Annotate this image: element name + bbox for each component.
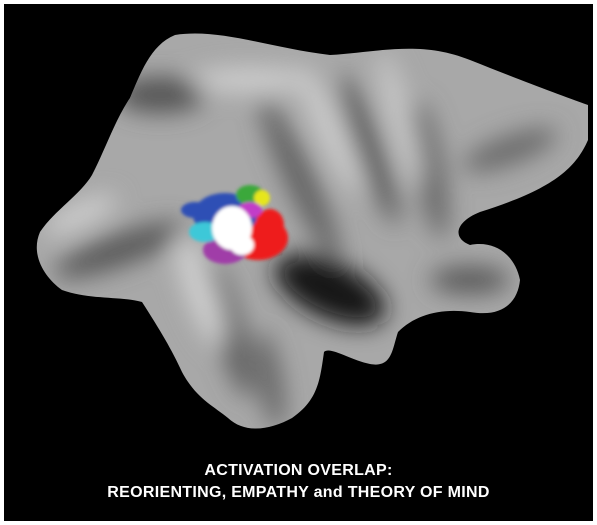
figure: ACTIVATION OVERLAP: REORIENTING, EMPATHY… bbox=[4, 4, 593, 521]
caption-line: REORIENTING, EMPATHY and THEORY OF MIND bbox=[4, 484, 593, 502]
caption-line: ACTIVATION OVERLAP: bbox=[4, 462, 593, 480]
surface bbox=[4, 4, 593, 521]
cortex-surface bbox=[4, 4, 593, 521]
